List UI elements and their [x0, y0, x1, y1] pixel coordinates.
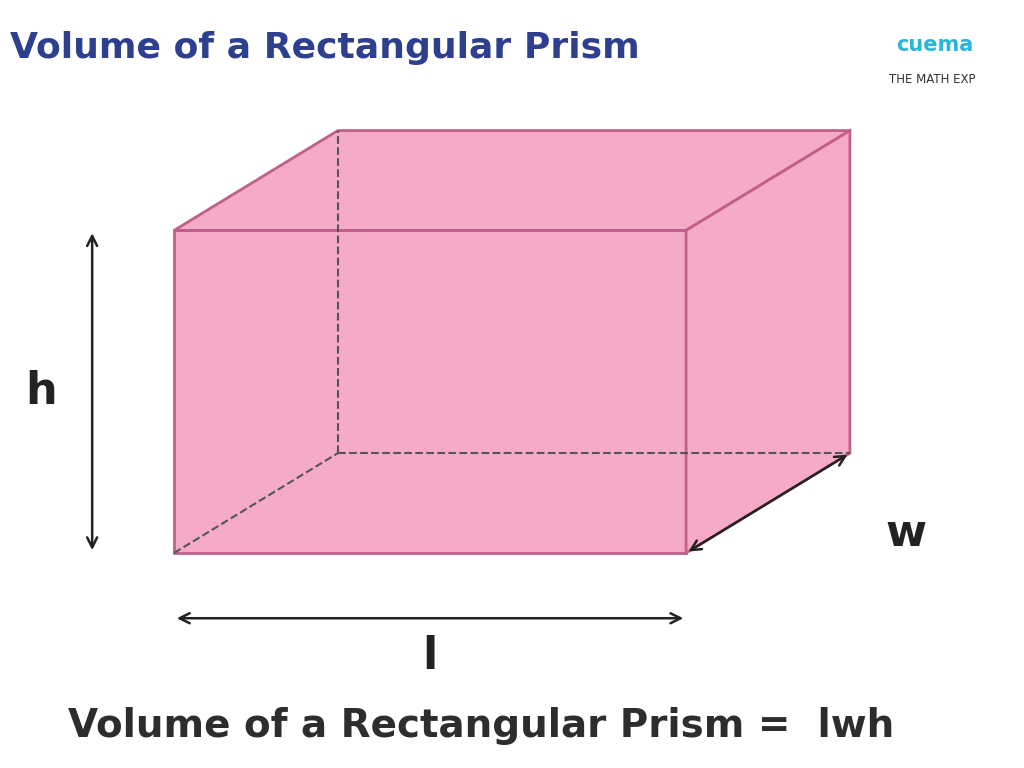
Text: Volume of a Rectangular Prism =  lwh: Volume of a Rectangular Prism = lwh: [69, 707, 894, 745]
Text: cuema: cuema: [896, 35, 973, 55]
Text: l: l: [423, 635, 437, 678]
Polygon shape: [686, 131, 850, 553]
Polygon shape: [174, 230, 686, 553]
Text: THE MATH EXP: THE MATH EXP: [889, 73, 975, 86]
Text: w: w: [886, 512, 927, 555]
Text: Volume of a Rectangular Prism: Volume of a Rectangular Prism: [10, 31, 640, 65]
Polygon shape: [174, 131, 850, 230]
Text: h: h: [25, 370, 57, 413]
